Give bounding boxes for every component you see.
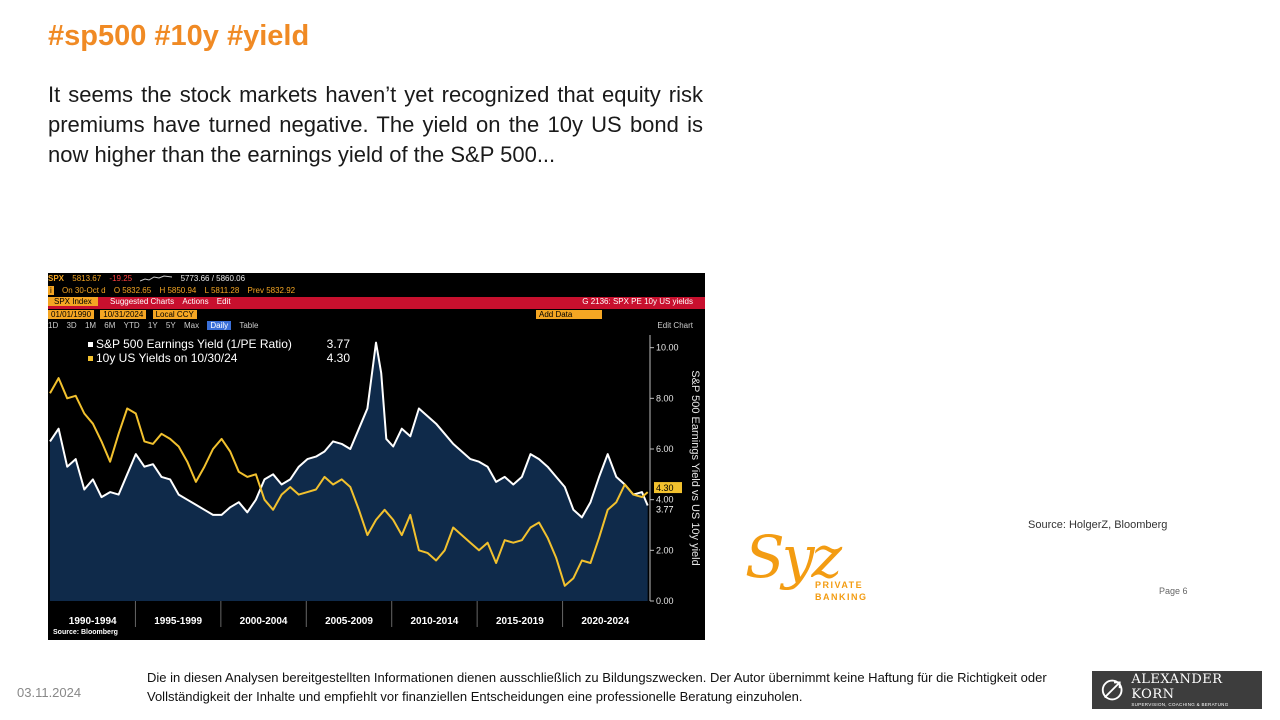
period-5y[interactable]: 5Y xyxy=(165,321,176,330)
period-1m[interactable]: 1M xyxy=(84,321,97,330)
x-period-label: 2020-2024 xyxy=(581,616,629,627)
brand-name: Alexander Korn xyxy=(1131,672,1223,702)
last-price: 5813.67 xyxy=(72,274,102,283)
brand-text: Alexander Korn SUPERVISION, COACHING & B… xyxy=(1131,672,1262,708)
period-6m[interactable]: 6M xyxy=(104,321,116,330)
security-label[interactable]: SPX Index xyxy=(48,297,98,306)
period-3d[interactable]: 3D xyxy=(66,321,77,330)
x-period-label: 2010-2014 xyxy=(411,616,459,627)
info-icon[interactable]: i xyxy=(48,286,54,295)
date-range-bar: 01/01/1990 10/31/2024 Local CCY Add Data xyxy=(48,310,705,320)
y-tick-label: 6.00 xyxy=(656,444,674,454)
syz-logo-subtitle: PRIVATE BANKING xyxy=(815,579,868,603)
syz-logo: Syz PRIVATE BANKING xyxy=(745,525,875,615)
x-period-label: 2015-2019 xyxy=(496,616,544,627)
menu-edit[interactable]: Edit xyxy=(216,297,231,306)
open-price: O 5832.65 xyxy=(113,286,152,295)
legend-item-earnings-yield: S&P 500 Earnings Yield (1/PE Ratio) 3.77 xyxy=(88,337,350,351)
x-period-label: 2005-2009 xyxy=(325,616,373,627)
chart-source: Source: Bloomberg xyxy=(53,629,118,636)
y-tick-label: 2.00 xyxy=(656,545,674,555)
page-number: Page 6 xyxy=(1159,586,1188,596)
legend-item-10y-yield: 10y US Yields on 10/30/24 4.30 xyxy=(88,351,350,365)
x-period-label: 1990-1994 xyxy=(69,616,117,627)
brand-tagline: SUPERVISION, COACHING & BERATUNG xyxy=(1131,702,1229,707)
y-tick-label: 8.00 xyxy=(656,393,674,403)
earnings-yield-line xyxy=(49,341,649,519)
x-period-label: 1995-1999 xyxy=(154,616,202,627)
us10y-yield-line xyxy=(49,377,649,587)
date-to-input[interactable]: 10/31/2024 xyxy=(100,310,147,319)
ticker: SPX xyxy=(48,274,65,283)
legend-value: 3.77 xyxy=(326,337,350,351)
ohlc-line: i On 30-Oct d O 5832.65 H 5850.94 L 5811… xyxy=(48,286,705,297)
currency-select[interactable]: Local CCY xyxy=(152,310,197,319)
source-note: Source: HolgerZ, Bloomberg xyxy=(1028,519,1168,531)
legend-label: 10y US Yields on 10/30/24 xyxy=(96,351,238,365)
syz-logo-mark: Syz xyxy=(745,523,842,591)
last-value-label: 3.77 xyxy=(656,504,674,514)
period-ytd[interactable]: YTD xyxy=(123,321,140,330)
last-value-badge xyxy=(654,482,682,494)
sparkline-icon xyxy=(140,275,173,282)
footer-disclaimer: Die in diesen Analysen bereitgestellten … xyxy=(147,670,1047,704)
last-value-badge xyxy=(654,503,682,515)
chart-id: G 2136: SPX PE 10y US yields xyxy=(582,297,693,306)
quote-line: SPX 5813.67 -19.25 5773.66 / 5860.06 xyxy=(48,274,705,286)
last-value-label: 4.30 xyxy=(656,483,674,493)
syz-logo-line1: PRIVATE xyxy=(815,580,864,590)
day-range: 5773.66 / 5860.06 xyxy=(180,274,246,283)
earnings-yield-area xyxy=(50,342,648,601)
edit-chart-button[interactable]: Edit Chart xyxy=(657,321,693,330)
compass-icon xyxy=(1101,679,1123,701)
chart-legend: S&P 500 Earnings Yield (1/PE Ratio) 3.77… xyxy=(84,335,354,367)
date-from-input[interactable]: 01/01/1990 xyxy=(48,310,95,319)
period-bar: 1D 3D 1M 6M YTD 1Y 5Y Max Daily Table Ed… xyxy=(48,321,705,331)
bloomberg-chart-panel: SPX 5813.67 -19.25 5773.66 / 5860.06 i O… xyxy=(48,273,705,640)
y-tick-label: 10.00 xyxy=(656,343,679,353)
period-1d[interactable]: 1D xyxy=(48,321,59,330)
y-tick-label: 4.00 xyxy=(656,495,674,505)
quote-date: On 30-Oct d xyxy=(62,286,106,295)
legend-value: 4.30 xyxy=(326,351,350,365)
table-button[interactable]: Table xyxy=(239,321,259,330)
legend-label: S&P 500 Earnings Yield (1/PE Ratio) xyxy=(96,337,292,351)
brand-badge: Alexander Korn SUPERVISION, COACHING & B… xyxy=(1092,671,1262,709)
add-data-input[interactable]: Add Data xyxy=(536,310,603,319)
high-price: H 5850.94 xyxy=(159,286,197,295)
x-period-label: 2000-2004 xyxy=(240,616,288,627)
y-tick-label: 0.00 xyxy=(656,596,674,606)
frequency-select[interactable]: Daily xyxy=(207,321,232,330)
legend-swatch-yellow xyxy=(88,355,93,361)
prev-close: Prev 5832.92 xyxy=(247,286,296,295)
period-max[interactable]: Max xyxy=(183,321,200,330)
slide-title: #sp500 #10y #yield xyxy=(48,20,310,52)
low-price: L 5811.28 xyxy=(204,286,240,295)
slide-body-text: It seems the stock markets haven’t yet r… xyxy=(48,82,703,167)
period-1y[interactable]: 1Y xyxy=(147,321,158,330)
price-change: -19.25 xyxy=(109,274,133,283)
menu-suggested-charts[interactable]: Suggested Charts xyxy=(110,297,175,306)
menu-actions[interactable]: Actions xyxy=(182,297,209,306)
syz-logo-line2: BANKING xyxy=(815,592,868,602)
legend-swatch-white xyxy=(88,341,93,347)
menu-bar: SPX Index Suggested Charts Actions Edit … xyxy=(48,297,705,309)
footer-date: 03.11.2024 xyxy=(17,685,82,700)
y-axis-title: S&P 500 Earnings Yield vs US 10y yield xyxy=(689,370,701,565)
